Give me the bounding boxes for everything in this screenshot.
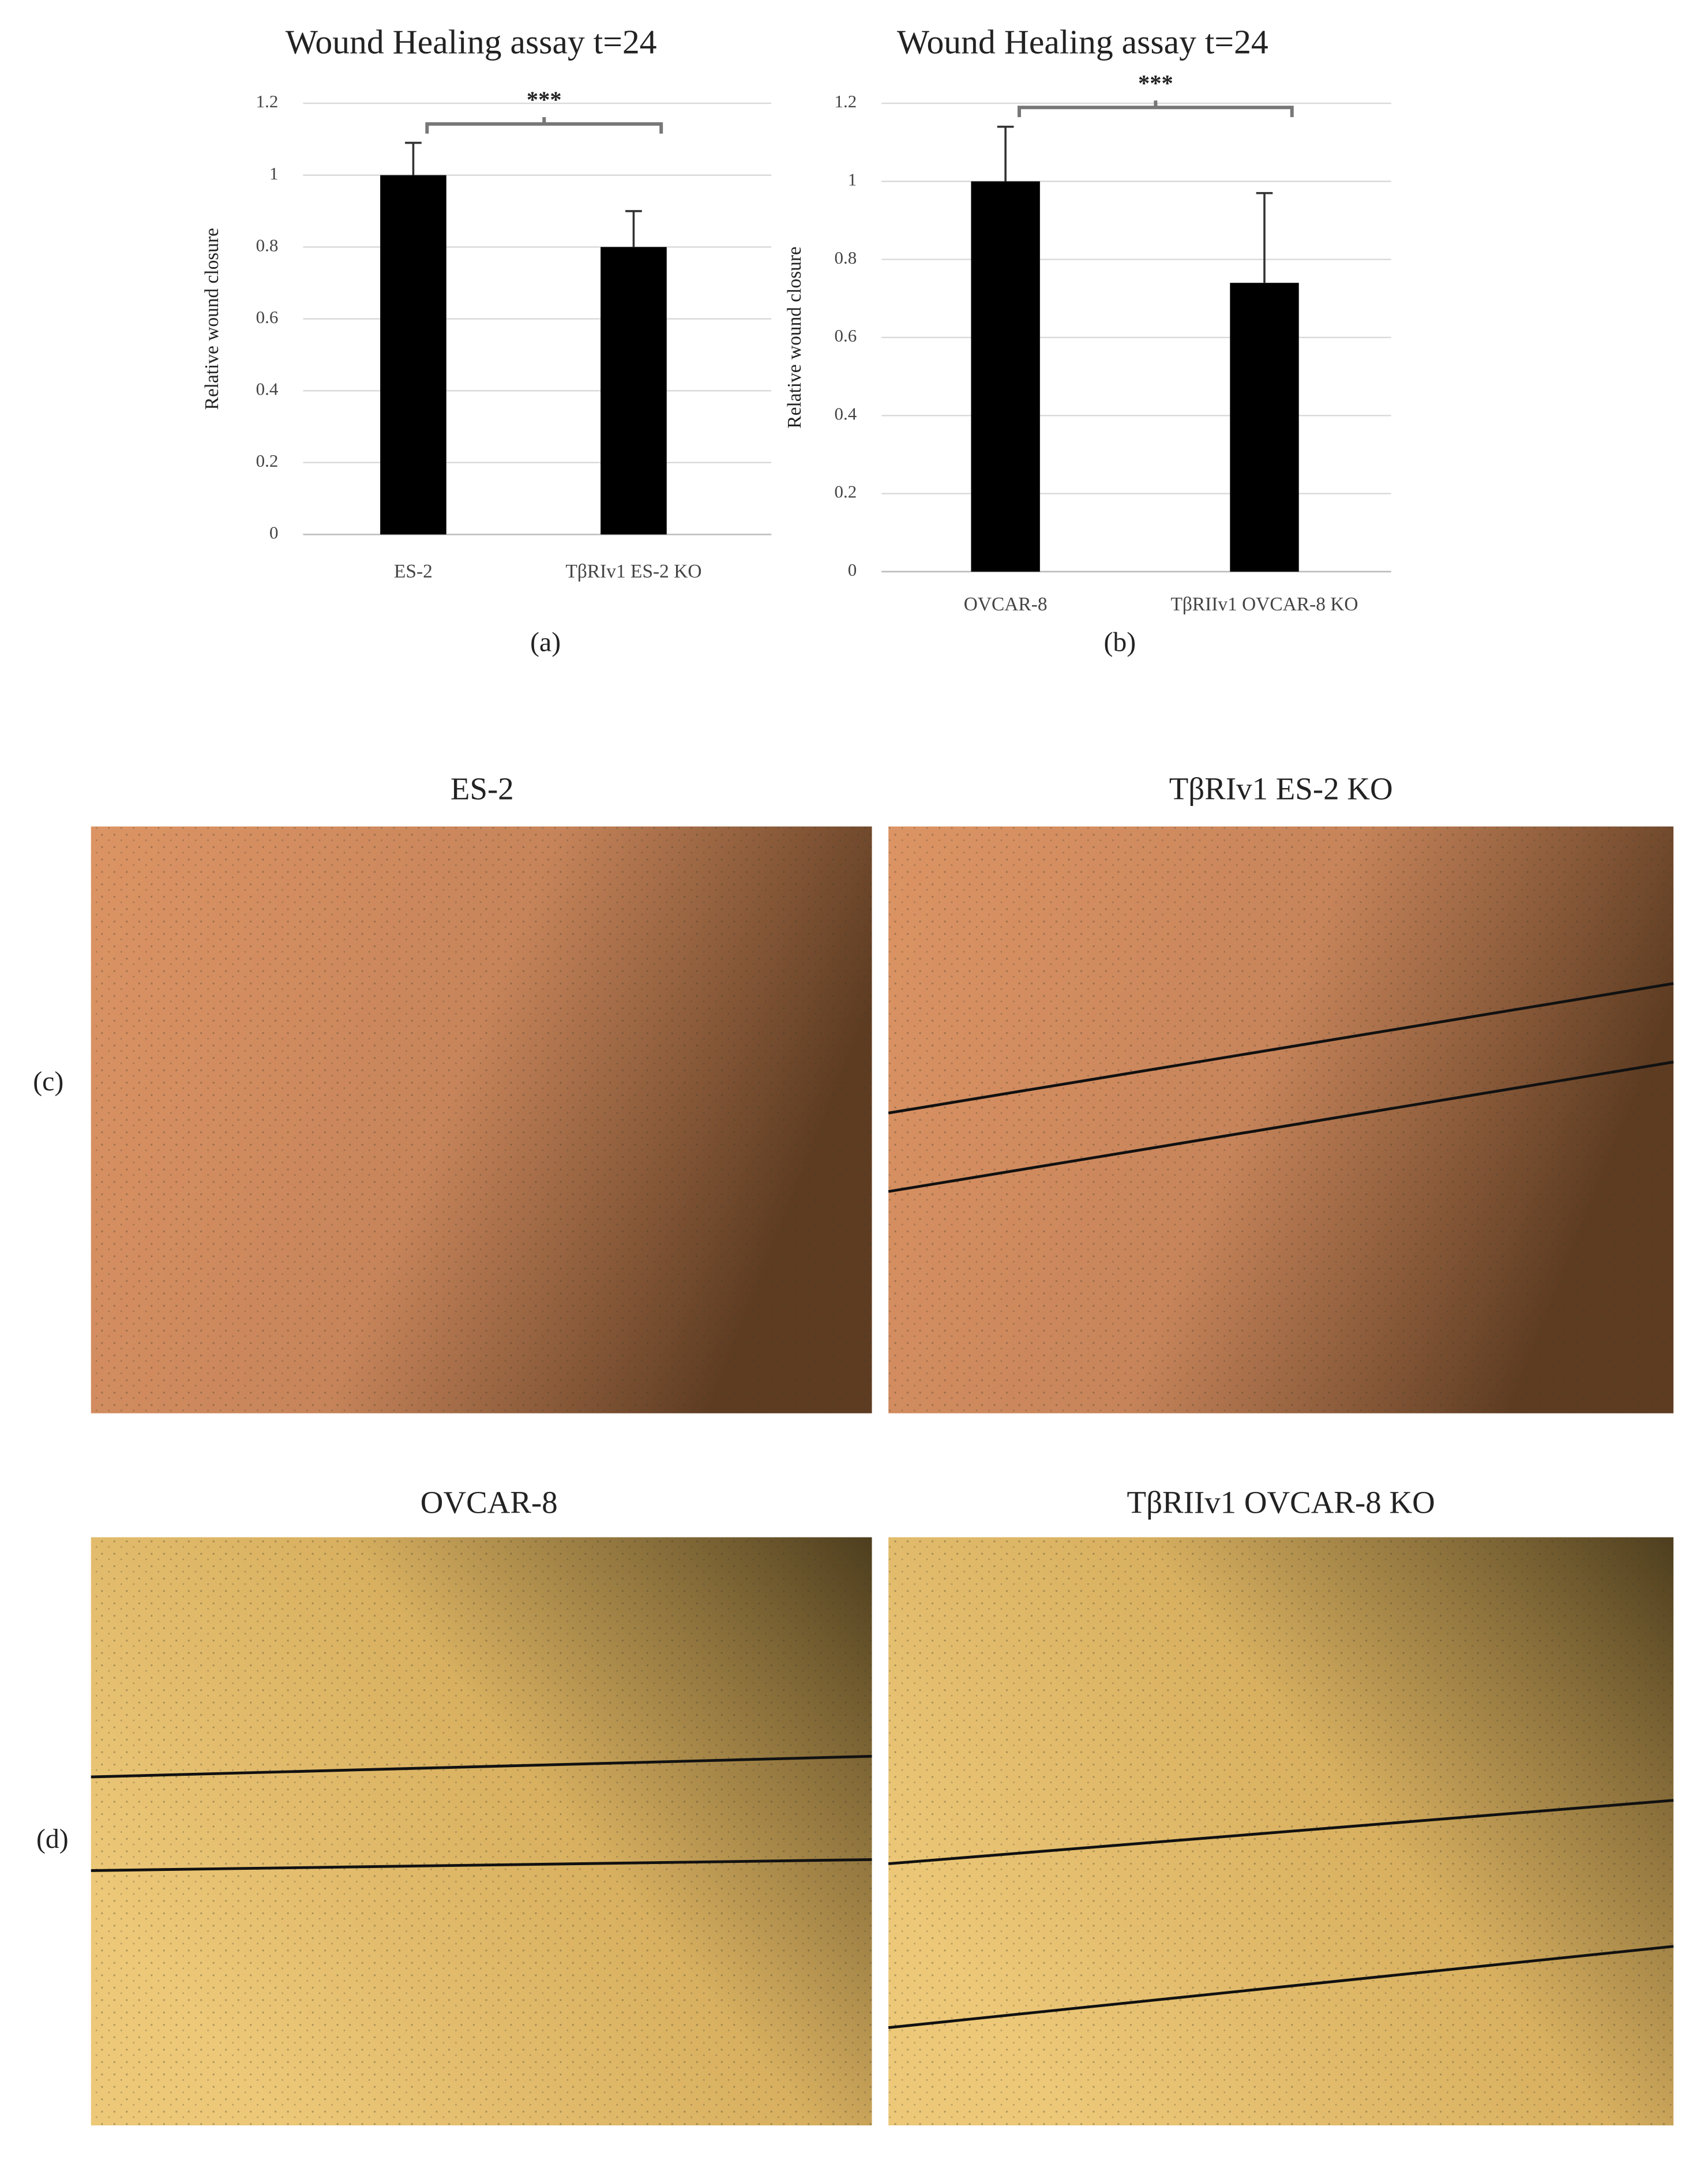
- significance-bracket: [425, 117, 663, 134]
- y-axis-label: Relative wound closure: [784, 246, 805, 428]
- y-tick-label: 1: [848, 169, 857, 189]
- image-title: TβRIIv1 OVCAR-8 KO: [1127, 1484, 1435, 1520]
- bar: [600, 247, 667, 535]
- error-bar: [1256, 192, 1273, 283]
- x-tick-label: OVCAR-8: [964, 594, 1048, 615]
- x-tick-label: TβRIv1 ES-2 KO: [565, 561, 701, 582]
- panel-label: (a): [530, 627, 561, 657]
- error-bar: [405, 141, 422, 175]
- image-title: OVCAR-8: [421, 1484, 558, 1520]
- error-bar: [625, 210, 642, 247]
- y-tick-label: 0.2: [834, 482, 857, 502]
- y-tick-label: 1.2: [256, 91, 279, 111]
- y-tick-label: 1.2: [834, 91, 857, 111]
- y-tick-label: 0.6: [834, 325, 857, 346]
- y-tick-label: 0.4: [834, 403, 857, 423]
- panel-label: (d): [36, 1824, 69, 1854]
- y-tick-label: 0: [848, 560, 857, 580]
- significance-label: ***: [527, 87, 562, 112]
- error-bar: [997, 125, 1014, 182]
- micrograph: [91, 826, 1674, 2126]
- y-tick-label: 0: [269, 523, 279, 543]
- y-tick-label: 0.4: [256, 378, 279, 399]
- chart-title: Wound Healing assay t=24: [286, 22, 657, 61]
- bar: [1230, 283, 1299, 572]
- y-tick-label: 0.8: [834, 247, 857, 268]
- y-axis-label: Relative wound closure: [201, 228, 223, 410]
- significance-bracket: [1018, 100, 1294, 117]
- chart-title: Wound Healing assay t=24: [897, 22, 1268, 61]
- bar: [971, 181, 1040, 572]
- panel-label: (c): [33, 1066, 63, 1097]
- panel-label: (b): [1103, 627, 1136, 657]
- y-tick-label: 0.2: [256, 451, 279, 471]
- x-tick-label: ES-2: [394, 561, 433, 582]
- image-title: ES-2: [451, 771, 514, 806]
- y-tick-label: 1: [269, 163, 279, 183]
- y-tick-label: 0.6: [256, 307, 279, 327]
- y-tick-label: 0.8: [256, 235, 279, 255]
- x-tick-label: TβRIIv1 OVCAR-8 KO: [1170, 594, 1358, 615]
- bar: [380, 175, 446, 535]
- image-title: TβRIv1 ES-2 KO: [1169, 771, 1393, 806]
- significance-label: ***: [1138, 70, 1173, 96]
